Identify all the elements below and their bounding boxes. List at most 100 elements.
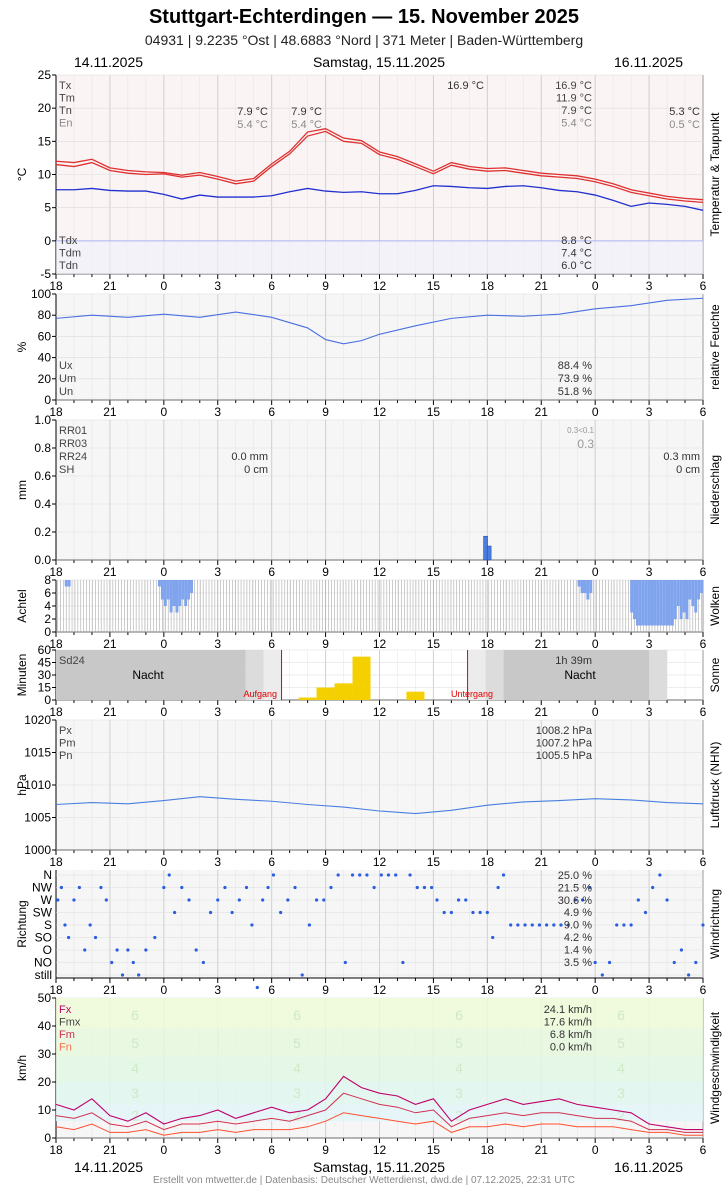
y-tick-label: 50 — [38, 991, 52, 1005]
wind-dir-point — [672, 960, 676, 965]
y-tick-label: 0.2 — [34, 525, 51, 539]
legend-wind: Fm — [59, 1029, 75, 1041]
x-tick-label: 9 — [322, 405, 329, 419]
cloud-gap — [160, 580, 164, 600]
x-tick-label: 21 — [103, 705, 117, 719]
legend-humidity: Un — [59, 386, 73, 398]
y-axis-label: % — [15, 341, 29, 352]
wind-dir-point — [456, 898, 461, 902]
x-tick-label: 3 — [646, 565, 653, 579]
beaufort-label: 4 — [293, 1060, 301, 1076]
x-tick-label: 6 — [700, 855, 707, 869]
y-tick-label: -5 — [40, 267, 51, 281]
cloud-gap — [64, 580, 68, 587]
temp-right-value: 5.4 °C — [561, 118, 592, 130]
sun-bar — [352, 656, 371, 700]
wind-dir-point — [261, 898, 265, 902]
wind-dir-point — [523, 923, 527, 927]
wind-dir-point — [120, 973, 125, 977]
legend-precip: RR24 — [59, 451, 87, 463]
side-label: relative Feuchte — [708, 304, 722, 390]
x-tick-label: 18 — [49, 983, 63, 997]
wind-dir-point — [651, 885, 655, 890]
direction-label: W — [41, 893, 53, 907]
pressure-value: 1008.2 hPa — [536, 725, 593, 737]
beaufort-label: 6 — [455, 1007, 463, 1023]
rr24-mid: 0.0 mm — [231, 451, 268, 463]
cloud-gap — [169, 580, 173, 613]
x-tick-label: 0 — [160, 279, 167, 293]
tn-far: 5.3 °C — [669, 106, 700, 118]
cloud-gap — [586, 580, 590, 600]
x-tick-label: 3 — [646, 983, 653, 997]
wind-dir-point — [115, 948, 119, 952]
cloud-gap — [633, 580, 636, 619]
wind-dir-point — [208, 910, 213, 915]
wind-value: 17.6 km/h — [544, 1017, 592, 1029]
side-label: Wolken — [708, 586, 722, 626]
x-tick-label: 18 — [49, 565, 63, 579]
y-tick-label: 15 — [38, 134, 52, 148]
cloud-gap — [676, 580, 680, 606]
x-tick-label: 6 — [268, 1143, 275, 1157]
legend-dew: Tdx — [59, 235, 78, 247]
y-tick-label: 6 — [44, 586, 51, 600]
beaufort-label: 4 — [617, 1060, 625, 1076]
x-tick-label: 21 — [103, 983, 117, 997]
cloud-gap — [158, 580, 161, 587]
x-tick-label: 21 — [535, 705, 549, 719]
cloud-gap — [647, 580, 651, 626]
wind-dir-point — [286, 898, 290, 902]
legend-humidity: Ux — [59, 360, 73, 372]
x-tick-label: 12 — [373, 855, 387, 869]
direction-label: N — [43, 868, 52, 882]
wind-value: 24.1 km/h — [544, 1004, 592, 1016]
cloud-gap — [181, 580, 185, 600]
date-right: 16.11.2025 — [614, 54, 684, 70]
x-tick-label: 21 — [103, 565, 117, 579]
legend-precip: RR03 — [59, 438, 87, 450]
wind-dir-point — [329, 885, 333, 890]
x-tick-label: 21 — [103, 279, 117, 293]
x-tick-label: 18 — [481, 565, 495, 579]
x-tick-label: 0 — [160, 405, 167, 419]
dusk-zone — [467, 650, 486, 700]
wind-value: 0.0 km/h — [550, 1042, 592, 1054]
wind-dir-point — [386, 873, 391, 877]
x-tick-label: 0 — [160, 705, 167, 719]
legend-dew: Tdm — [59, 248, 81, 260]
wind-dir-point — [607, 960, 612, 965]
wind-dir-point — [365, 873, 369, 877]
direction-share: 1.4 % — [564, 944, 592, 956]
cloud-gap — [190, 580, 193, 593]
x-tick-label: 21 — [535, 1143, 549, 1157]
cloud-gap — [67, 580, 71, 587]
y-tick-label: 0 — [44, 234, 51, 248]
x-tick-label: 3 — [214, 565, 221, 579]
wind-dir-point — [516, 923, 520, 927]
wind-dir-point — [314, 898, 319, 902]
wind-dir-point — [422, 885, 427, 890]
wind-dir-point — [201, 960, 205, 965]
wind-dir-point — [104, 898, 108, 902]
x-tick-label: 15 — [427, 983, 441, 997]
dawn-zone — [263, 650, 282, 700]
night-zone — [503, 650, 650, 700]
beaufort-band — [56, 1104, 703, 1122]
sh-right: 0 cm — [676, 464, 700, 476]
x-tick-label: 21 — [535, 565, 549, 579]
direction-label: O — [43, 943, 52, 957]
x-tick-label: 9 — [322, 705, 329, 719]
dew-value: 6.0 °C — [561, 260, 592, 272]
x-tick-label: 21 — [103, 637, 117, 651]
cloud-gap — [691, 580, 695, 606]
y-tick-label: 0.6 — [34, 469, 51, 483]
x-tick-label: 12 — [373, 1143, 387, 1157]
x-tick-label: 9 — [322, 1143, 329, 1157]
wind-dir-point — [322, 898, 326, 902]
sh-mid: 0 cm — [244, 464, 268, 476]
y-tick-label: 40 — [38, 351, 52, 365]
rain-bar — [486, 545, 492, 561]
wind-dir-point — [271, 873, 276, 877]
wind-dir-point — [636, 898, 640, 902]
